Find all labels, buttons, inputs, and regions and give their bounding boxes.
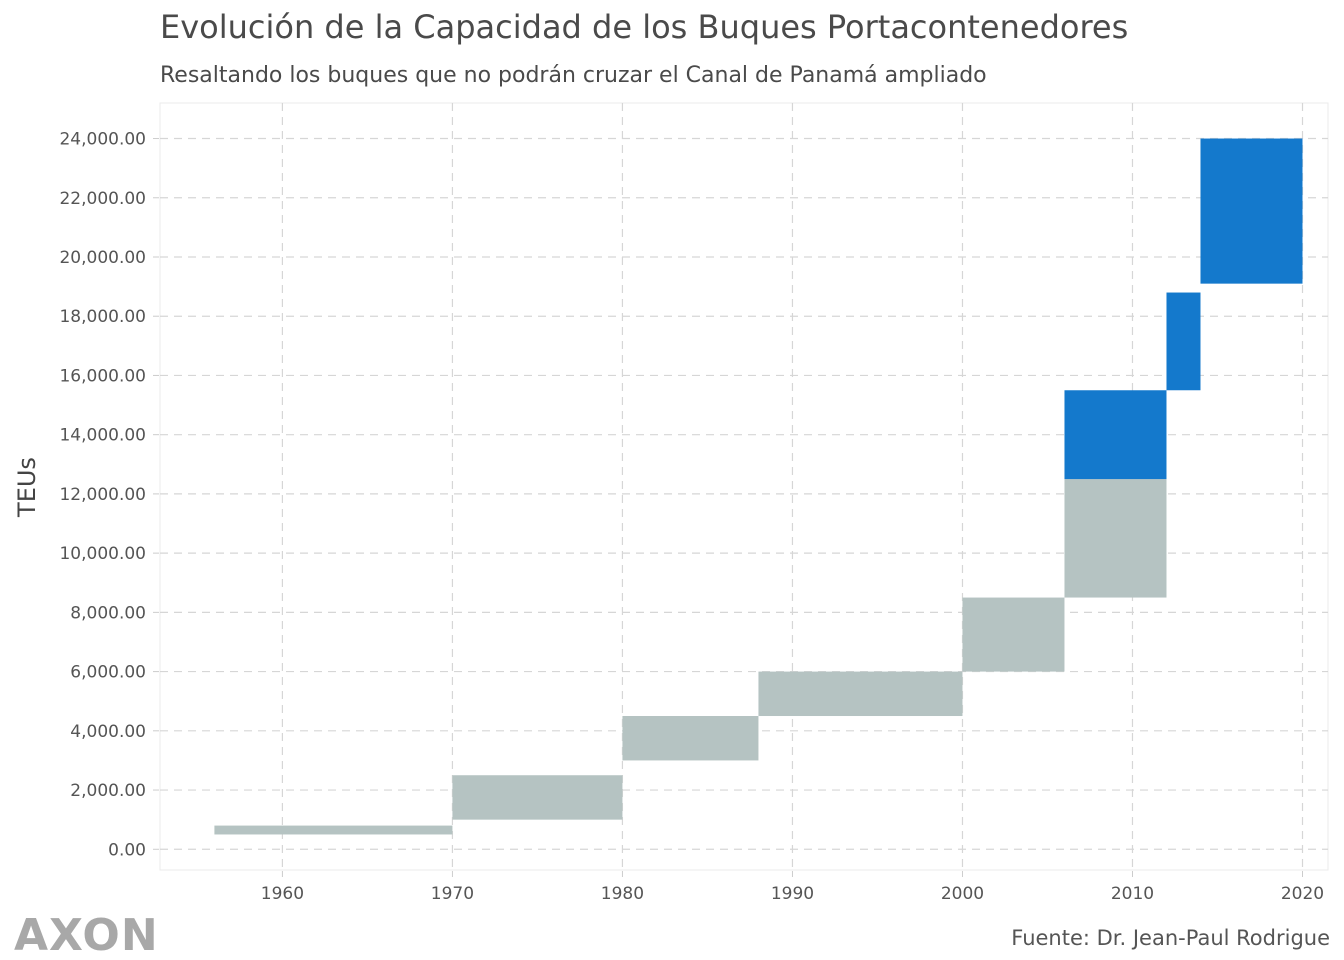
x-tick-label: 1980	[601, 884, 644, 904]
y-tick-label: 24,000.00	[59, 130, 146, 150]
capacity-rect-highlight	[1166, 292, 1201, 391]
x-tick-label: 2000	[941, 884, 984, 904]
capacity-rect	[452, 775, 623, 820]
y-tick-label: 6,000.00	[70, 663, 146, 683]
y-axis-ticks: 0.00 2,000.00 4,000.00 6,000.00 8,000.00 10,0…	[59, 130, 159, 860]
plot-panel	[159, 102, 1329, 871]
y-tick-label: 16,000.00	[59, 366, 146, 386]
capacity-rect	[962, 597, 1065, 672]
y-tick-label: 12,000.00	[59, 485, 146, 505]
x-tick-label: 2010	[1111, 884, 1154, 904]
y-tick-label: 14,000.00	[59, 426, 146, 446]
capacity-rect	[1064, 479, 1167, 598]
y-axis-label: TEUs	[13, 457, 41, 518]
y-tick-label: 4,000.00	[70, 722, 146, 742]
source-caption: Fuente: Dr. Jean-Paul Rodrigue	[1011, 926, 1330, 950]
x-tick-label: 1970	[431, 884, 474, 904]
capacity-rect	[214, 825, 453, 835]
x-tick-label: 2020	[1281, 884, 1324, 904]
y-tick-label: 18,000.00	[59, 307, 146, 327]
capacity-rect	[622, 716, 759, 761]
x-axis-ticks: 1960 1970 1980 1990 2000 2010 2020	[261, 871, 1324, 904]
y-tick-label: 10,000.00	[59, 544, 146, 564]
x-tick-label: 1990	[771, 884, 814, 904]
y-tick-label: 20,000.00	[59, 248, 146, 268]
chart-title: Evolución de la Capacidad de los Buques …	[160, 8, 1128, 46]
capacity-rect-highlight	[1200, 138, 1303, 284]
chart-subtitle: Resaltando los buques que no podrán cruz…	[160, 63, 987, 88]
y-tick-label: 22,000.00	[59, 189, 146, 209]
capacity-rects	[214, 138, 1303, 835]
axon-logo: AXON	[14, 910, 159, 960]
y-tick-label: 2,000.00	[70, 781, 146, 801]
x-tick-label: 1960	[261, 884, 304, 904]
y-tick-label: 0.00	[108, 840, 146, 860]
capacity-rect-highlight	[1064, 390, 1167, 480]
capacity-rect	[758, 671, 963, 717]
y-tick-label: 8,000.00	[70, 603, 146, 623]
